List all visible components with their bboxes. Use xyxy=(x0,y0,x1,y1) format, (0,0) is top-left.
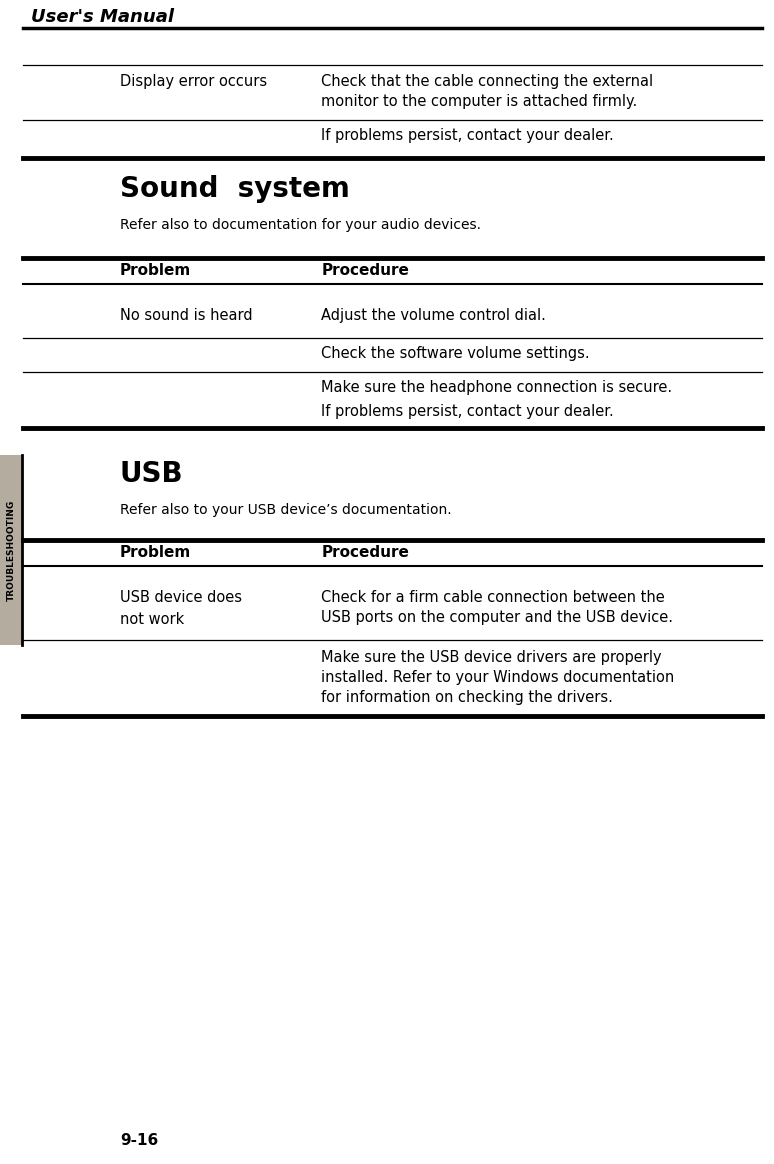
Text: Procedure: Procedure xyxy=(321,545,409,560)
Text: TROUBLESHOOTING: TROUBLESHOOTING xyxy=(6,499,15,601)
Text: Check for a firm cable connection between the
USB ports on the computer and the : Check for a firm cable connection betwee… xyxy=(321,590,673,625)
Text: Refer also to your USB device’s documentation.: Refer also to your USB device’s document… xyxy=(120,503,451,517)
Text: If problems persist, contact your dealer.: If problems persist, contact your dealer… xyxy=(321,128,614,143)
Text: Make sure the headphone connection is secure.: Make sure the headphone connection is se… xyxy=(321,379,673,395)
Text: If problems persist, contact your dealer.: If problems persist, contact your dealer… xyxy=(321,404,614,419)
Text: No sound is heard: No sound is heard xyxy=(120,308,252,322)
Text: Make sure the USB device drivers are properly
installed. Refer to your Windows d: Make sure the USB device drivers are pro… xyxy=(321,650,674,704)
Text: Problem: Problem xyxy=(120,263,191,278)
Text: User's Manual: User's Manual xyxy=(31,8,174,26)
Text: Display error occurs: Display error occurs xyxy=(120,74,267,88)
Text: Check that the cable connecting the external
monitor to the computer is attached: Check that the cable connecting the exte… xyxy=(321,74,653,108)
Text: Problem: Problem xyxy=(120,545,191,560)
Text: Adjust the volume control dial.: Adjust the volume control dial. xyxy=(321,308,546,322)
Text: 9-16: 9-16 xyxy=(120,1133,158,1148)
Text: USB: USB xyxy=(120,460,183,488)
Text: Sound  system: Sound system xyxy=(120,175,350,203)
Text: Procedure: Procedure xyxy=(321,263,409,278)
Text: USB device does
not work: USB device does not work xyxy=(120,590,242,626)
Bar xyxy=(0,455,22,645)
Text: Refer also to documentation for your audio devices.: Refer also to documentation for your aud… xyxy=(120,218,481,232)
Text: Check the software volume settings.: Check the software volume settings. xyxy=(321,346,590,361)
